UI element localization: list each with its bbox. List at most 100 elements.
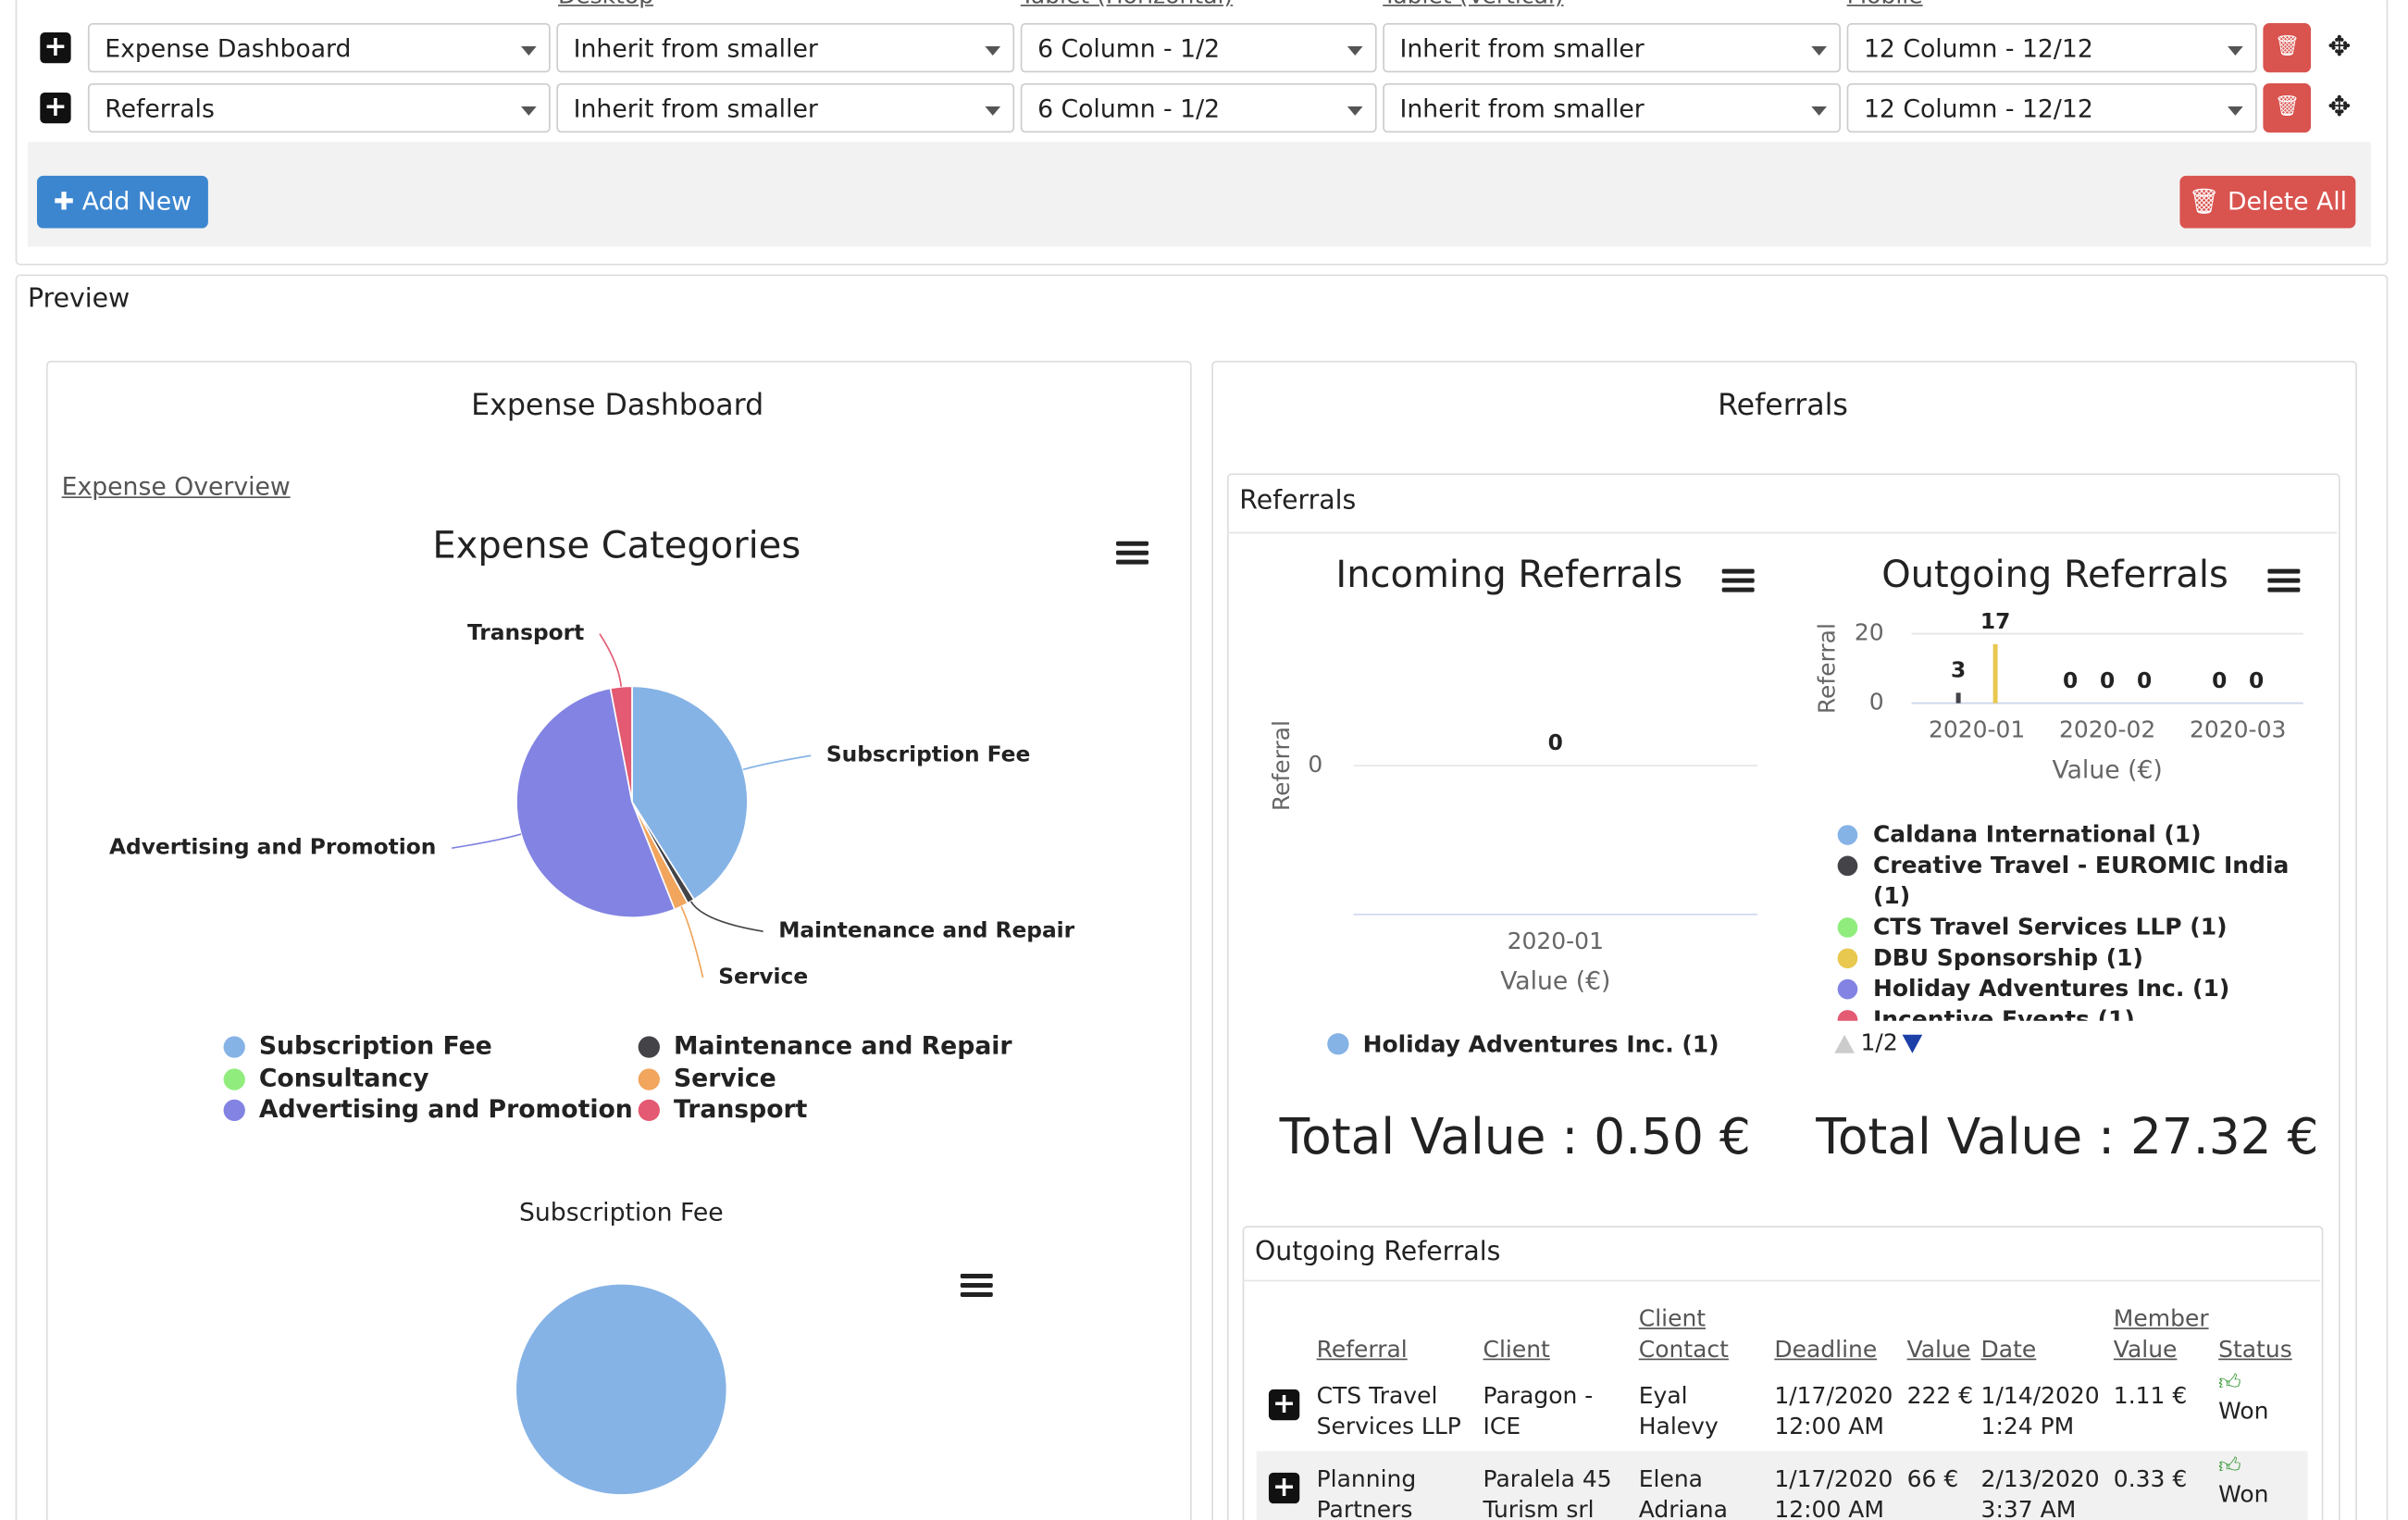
- trash-button[interactable]: 🗑: [2263, 22, 2312, 73]
- cell: 1/17/2020 12:00 AM: [1771, 1368, 1904, 1451]
- chart-title: Incoming Referrals: [1335, 554, 1682, 596]
- add-button[interactable]: ✚ Add New: [36, 175, 208, 229]
- y-axis-title: Referral: [1814, 623, 1841, 714]
- legend-marker: [638, 1099, 660, 1122]
- delete-all-button[interactable]: 🗑 Delete All: [2179, 175, 2356, 229]
- link[interactable]: Expense Overview: [61, 471, 291, 502]
- table-row: + CTS Travel Services LLP Paragon - ICE Eya…: [1257, 1368, 2308, 1451]
- select[interactable]: Inherit from smaller: [556, 22, 1015, 73]
- data-label: 0: [2137, 668, 2152, 693]
- divider: [1226, 531, 2338, 534]
- cell: 1.11 €: [2110, 1368, 2215, 1451]
- legend-item: Holiday Adventures Inc. (1): [1363, 1030, 1719, 1057]
- table-row: + Planning Partners Paralela 45 Turism srl…: [1256, 1451, 2308, 1520]
- move-handle[interactable]: ✥: [2327, 31, 2352, 64]
- select[interactable]: 12 Column - 12/12: [1846, 22, 2257, 73]
- cell-text: 1/17/2020 12:00 AM: [1774, 1464, 1893, 1520]
- panel-title: Expense Dashboard: [471, 388, 764, 423]
- select[interactable]: 6 Column - 1/2: [1020, 82, 1377, 133]
- menu-icon[interactable]: [960, 1273, 993, 1297]
- pie-slice: [516, 1284, 726, 1495]
- cell-text: Paragon - ICE: [1483, 1381, 1594, 1440]
- legend-marker: [1837, 855, 1858, 877]
- header-cell[interactable]: Client: [1483, 1335, 1550, 1364]
- divider: [1242, 1279, 2321, 1282]
- data-label: 0: [2100, 668, 2115, 693]
- legend-item: Subscription Fee: [259, 1032, 492, 1061]
- header-cell[interactable]: Deadline: [1774, 1335, 1878, 1364]
- expand-icon[interactable]: +: [40, 31, 71, 64]
- legend-marker: [223, 1036, 245, 1058]
- table: Referral Client Client Contact Deadline Valu…: [1256, 1300, 2308, 1520]
- expand-icon[interactable]: +: [40, 92, 71, 124]
- card-title: Referrals: [1239, 485, 1357, 517]
- cell-text: 2/13/2020 3:37 AM: [1980, 1464, 2100, 1520]
- legend-item: DBU Sponsorship (1): [1834, 942, 2297, 973]
- legend-item: Advertising and Promotion: [259, 1095, 633, 1124]
- connector: [742, 754, 812, 771]
- legend-marker: [1837, 825, 1858, 845]
- trash-button[interactable]: 🗑: [2263, 82, 2312, 133]
- legend-marker: [1837, 978, 1858, 1000]
- pager: 1/2: [1861, 1029, 1898, 1056]
- expand-icon[interactable]: +: [1268, 1472, 1300, 1504]
- data-label: 0: [2212, 668, 2227, 693]
- menu-icon[interactable]: [1721, 568, 1755, 592]
- cell: 2/13/2020 3:37 AM: [1978, 1451, 2110, 1520]
- x-tick-label: 2020-01: [1508, 928, 1604, 954]
- table-wrap: Referral Client Client Contact Deadline Valu…: [1256, 1300, 2308, 1520]
- cell: 👍︎ Won: [2216, 1368, 2308, 1451]
- pager-up[interactable]: [1834, 1034, 1855, 1053]
- select[interactable]: 6 Column - 1/2: [1020, 22, 1377, 73]
- move-handle[interactable]: ✥: [2327, 91, 2352, 124]
- select[interactable]: Inherit from smaller: [556, 82, 1015, 133]
- expand-cell: +: [1257, 1451, 1314, 1520]
- cell: Planning Partners: [1313, 1451, 1480, 1520]
- table-card: [1242, 1226, 2324, 1520]
- x-tick-label: 2020-01: [1929, 716, 2025, 743]
- header-cell[interactable]: Member Value: [2113, 1304, 2209, 1364]
- pager-down[interactable]: [1902, 1034, 1923, 1053]
- legend-text: DBU Sponsorship (1): [1872, 943, 2143, 972]
- select[interactable]: 12 Column - 12/12: [1846, 82, 2257, 133]
- cell-text: 1/14/2020 1:24 PM: [1980, 1381, 2100, 1440]
- cell-text: Planning Partners: [1316, 1464, 1417, 1520]
- cell: Eyal Halevy: [1635, 1368, 1771, 1451]
- menu-icon[interactable]: [2267, 568, 2301, 592]
- total: Total Value : 0.50 €: [1279, 1107, 1751, 1166]
- header-cell[interactable]: Referral: [1316, 1335, 1408, 1364]
- cell-text: Eyal Halevy: [1638, 1381, 1719, 1440]
- y-axis-title: Referral: [1268, 720, 1295, 811]
- header-cell[interactable]: Status: [2218, 1335, 2292, 1364]
- chart-title: Expense Categories: [432, 524, 801, 567]
- legend-marker: [638, 1036, 660, 1058]
- legend-item: Caldana International (1): [1834, 819, 2297, 850]
- legend: Caldana International (1) Creative Travel…: [1834, 819, 2297, 1021]
- cell: Paragon - ICE: [1480, 1368, 1635, 1451]
- data-label: 0: [2249, 668, 2264, 693]
- x-tick-label: 2020-03: [2190, 716, 2286, 743]
- legend-marker: [223, 1099, 245, 1122]
- menu-icon[interactable]: [1116, 541, 1149, 565]
- header-row: Referral Client Client Contact Deadline Valu…: [1257, 1300, 2308, 1367]
- header-cell[interactable]: Date: [1980, 1335, 2037, 1364]
- cell: Elena Adriana: [1635, 1451, 1771, 1520]
- expand-icon[interactable]: +: [1268, 1389, 1300, 1421]
- connector: [689, 901, 763, 932]
- cell: 66 €: [1904, 1451, 1978, 1520]
- data-label: Advertising and Promotion: [109, 835, 436, 860]
- cell-text: Elena Adriana: [1638, 1464, 1728, 1520]
- select[interactable]: Expense Dashboard: [87, 22, 551, 73]
- header-cell[interactable]: Value: [1906, 1335, 1971, 1364]
- select[interactable]: Inherit from smaller: [1383, 82, 1841, 133]
- total: Total Value : 27.32 €: [1816, 1107, 2319, 1166]
- cell: Paralela 45 Turism srl: [1480, 1451, 1635, 1520]
- chart-title: Outgoing Referrals: [1881, 554, 2228, 596]
- cell: 👍︎ Won: [2216, 1451, 2308, 1520]
- column-header: Tablet (Horizontal): [1021, 0, 1233, 9]
- header-cell[interactable]: Client Contact: [1638, 1304, 1729, 1364]
- select[interactable]: Referrals: [87, 82, 551, 133]
- select[interactable]: Inherit from smaller: [1383, 22, 1841, 73]
- data-label: 3: [1951, 658, 1966, 683]
